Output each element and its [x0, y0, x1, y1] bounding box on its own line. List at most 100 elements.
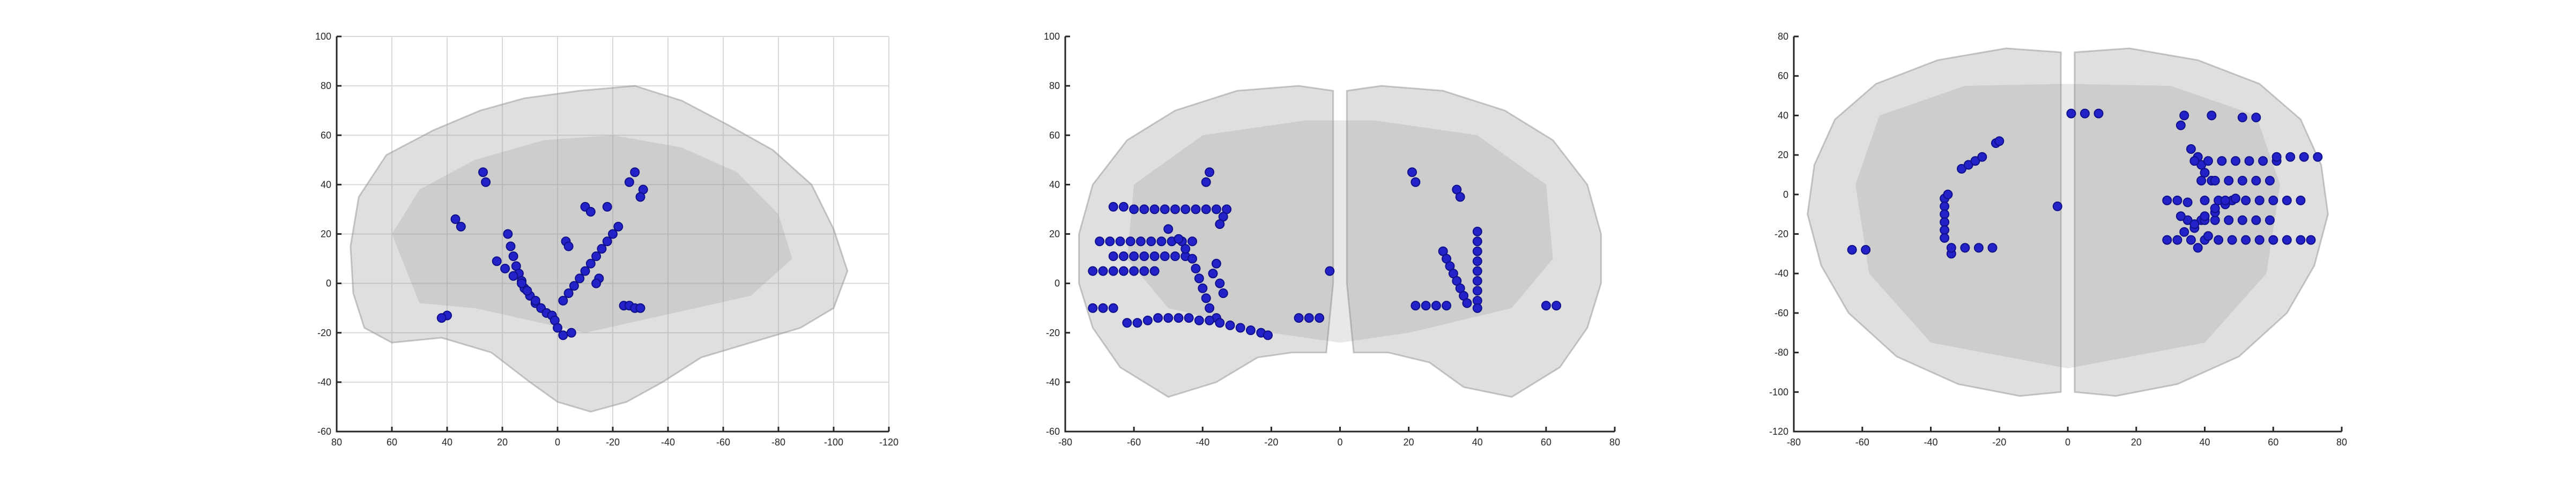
electrode-point: [2179, 110, 2189, 121]
y-tick-label: 80: [1778, 31, 1788, 42]
electrode-point: [522, 286, 532, 296]
electrode-point: [1163, 224, 1174, 234]
electrode-point: [1194, 273, 1204, 284]
electrode-point: [1940, 201, 1950, 211]
y-tick-label: -40: [1775, 268, 1788, 279]
x-tick-label: -20: [1992, 437, 2006, 448]
electrode-point: [591, 251, 602, 261]
electrode-point: [2313, 152, 2323, 162]
electrode-point: [2176, 211, 2186, 221]
electrode-point: [1125, 236, 1135, 247]
electrode-point: [481, 177, 491, 187]
electrode-point: [450, 214, 461, 224]
electrode-point: [1205, 167, 1215, 177]
y-tick-label: 40: [321, 179, 331, 190]
x-tick-label: 80: [331, 437, 342, 448]
electrode-point: [2237, 215, 2247, 225]
electrode-point: [1132, 318, 1142, 328]
electrode-point: [1263, 330, 1273, 340]
electrode-point: [2258, 156, 2268, 166]
electrode-point: [2306, 235, 2316, 245]
y-tick-label: -60: [1046, 426, 1060, 437]
electrode-point: [1118, 266, 1129, 276]
electrode-point: [1211, 204, 1221, 214]
electrode-point: [508, 271, 518, 281]
electrode-point: [1108, 266, 1118, 276]
electrode-point: [1551, 301, 1562, 311]
x-tick-label: -100: [824, 437, 843, 448]
electrode-point: [613, 221, 623, 232]
electrode-point: [2220, 195, 2230, 205]
electrode-point: [1187, 236, 1197, 247]
y-tick-label: 60: [1049, 130, 1060, 140]
electrode-point: [2200, 195, 2210, 205]
electrode-point: [2172, 235, 2182, 245]
electrode-point: [1201, 204, 1211, 214]
electrode-point: [1149, 251, 1160, 261]
electrode-point: [2210, 176, 2220, 185]
electrode-point: [1135, 236, 1146, 247]
x-tick-label: 40: [2199, 437, 2210, 448]
y-tick-label: 60: [321, 130, 331, 140]
electrode-point: [1472, 286, 1482, 296]
electrode-point: [1472, 246, 1482, 256]
electrode-point: [1215, 318, 1225, 328]
coronal-view-panel: -80 -60 -40 -20 0 20 40 60 80100806040200-20-40-…: [1044, 31, 1620, 448]
electrode-point: [563, 288, 574, 298]
electrode-point: [1088, 303, 1098, 313]
x-tick-label: -80: [1787, 437, 1801, 448]
electrode-point: [2251, 215, 2261, 225]
electrode-point: [1940, 225, 1950, 235]
sagittal-view-panel: 80 60 40 20 0 -20 -40 -60 -80 -100 -120 100 80 60 40 20…: [315, 31, 899, 448]
electrode-point: [566, 328, 576, 338]
electrode-point: [1201, 293, 1211, 303]
y-tick-label: 100: [1044, 31, 1060, 42]
electrode-point: [1088, 266, 1098, 276]
x-tick-label: -20: [606, 437, 620, 448]
electrode-point: [1191, 204, 1201, 214]
electrode-point: [1108, 303, 1118, 313]
electrode-point: [2186, 144, 2196, 154]
brain-surface: [1807, 47, 2329, 397]
electrode-point: [1108, 251, 1118, 261]
electrode-point: [1407, 167, 1417, 177]
x-tick-label: -40: [1924, 437, 1937, 448]
electrode-point: [2203, 231, 2213, 241]
electrode-point: [1149, 204, 1160, 214]
brain-hemisphere: [1078, 85, 1334, 398]
electrode-point: [478, 167, 488, 177]
y-tick-label: -60: [317, 426, 331, 437]
electrode-point: [1163, 313, 1174, 323]
electrode-point: [2254, 195, 2265, 205]
electrode-point: [602, 236, 612, 247]
electrode-point: [1174, 234, 1184, 244]
x-tick-label: -60: [716, 437, 730, 448]
electrode-point: [2200, 211, 2210, 221]
electrode-point: [2241, 235, 2251, 245]
electrode-point: [2237, 176, 2247, 185]
electrode-point: [558, 330, 568, 340]
electrode-point: [2224, 176, 2234, 185]
x-tick-label: 40: [1472, 437, 1483, 448]
x-tick-label: 20: [497, 437, 508, 448]
y-tick-label: -120: [1769, 426, 1788, 437]
y-tick-label: 80: [321, 80, 331, 91]
electrode-point: [1098, 303, 1108, 313]
electrode-point: [517, 278, 526, 288]
electrode-point: [2182, 197, 2193, 207]
electrode-point: [2186, 235, 2196, 245]
electrode-point: [2214, 235, 2224, 245]
electrode-point: [1225, 320, 1235, 330]
electrode-point: [1994, 136, 2005, 146]
x-tick-label: -40: [1196, 437, 1209, 448]
electrode-point: [1129, 266, 1139, 276]
electrode-point: [1198, 283, 1208, 293]
electrode-point: [2296, 195, 2306, 205]
electrode-point: [2066, 108, 2076, 118]
electrode-point: [1139, 251, 1149, 261]
electrode-point: [2282, 235, 2292, 245]
electrode-point: [2251, 113, 2261, 123]
electrode-point: [506, 241, 516, 251]
electrode-point: [530, 295, 540, 306]
